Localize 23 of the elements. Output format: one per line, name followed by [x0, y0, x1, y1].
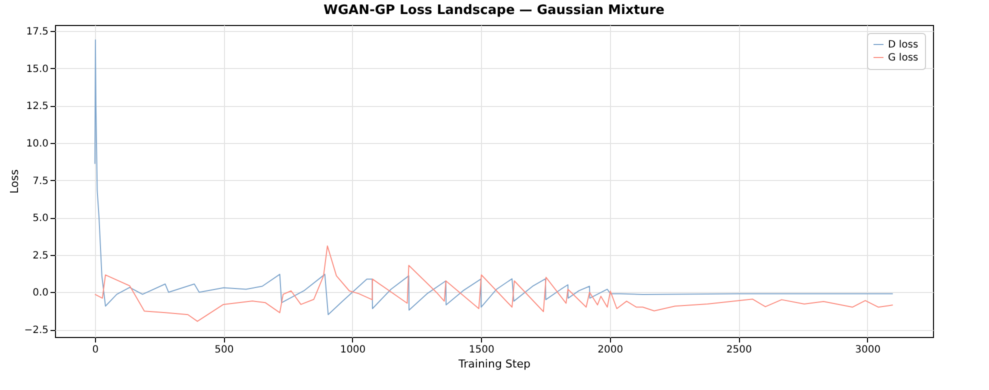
y-tick-label: 5.0 — [32, 213, 48, 224]
y-tick-label: 0.0 — [32, 288, 48, 299]
y-tick-label: 12.5 — [26, 101, 48, 112]
y-axis-title: Loss — [8, 169, 22, 194]
x-tick-label: 2500 — [726, 344, 752, 356]
y-tick-label: 7.5 — [32, 176, 48, 187]
x-tick-label: 2000 — [598, 344, 624, 356]
x-tick-label: 1500 — [468, 344, 494, 356]
x-tick-label: 3000 — [855, 344, 881, 356]
y-tick-label: 2.5 — [32, 250, 48, 262]
line-series — [94, 245, 894, 322]
x-tick-label: 1000 — [340, 344, 366, 356]
y-tick-label: 17.5 — [26, 26, 48, 38]
y-tick-label: 10.0 — [26, 138, 48, 150]
legend-label: G loss — [888, 52, 918, 64]
line-series — [94, 39, 894, 316]
x-axis-title: Training Step — [458, 358, 530, 370]
x-tick-label: 500 — [214, 344, 234, 356]
y-tick-label: 15.0 — [26, 64, 48, 75]
chart-title: WGAN-GP Loss Landscape — Gaussian Mixture — [324, 3, 665, 18]
y-tick-label: −2.5 — [24, 325, 48, 336]
x-tick-label: 0 — [92, 344, 99, 356]
legend-label: D loss — [888, 40, 918, 50]
